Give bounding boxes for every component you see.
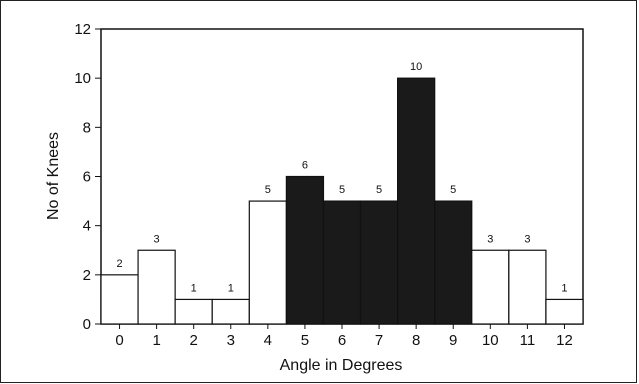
bar-10 [471,249,510,325]
x-tick-label-12: 12 [556,332,573,349]
data-label-4: 5 [265,184,271,196]
y-tick-label-10: 10 [74,70,91,87]
y-tick-label-12: 12 [74,21,91,38]
bar-4 [248,200,287,325]
data-label-11: 3 [524,233,530,245]
data-label-6: 5 [339,184,345,196]
bar-5 [285,175,325,325]
bar-7 [359,200,399,325]
x-tick-label-7: 7 [375,332,383,349]
x-tick-label-1: 1 [152,332,160,349]
x-tick-label-0: 0 [115,332,123,349]
bar-0 [100,274,139,325]
bar-1 [137,249,176,325]
data-label-3: 1 [228,282,234,294]
x-axis-ticks: 0 1 2 3 4 5 6 7 8 9 10 11 12 [115,324,573,349]
x-tick-label-2: 2 [190,332,198,349]
x-tick-label-11: 11 [520,332,536,349]
data-label-8: 10 [410,61,422,73]
data-label-10: 3 [487,233,493,245]
y-tick-label-0: 0 [83,316,91,333]
data-label-7: 5 [376,184,382,196]
bar-8 [397,77,436,325]
data-label-12: 1 [561,282,567,294]
y-tick-label-2: 2 [83,267,91,284]
data-label-9: 5 [450,184,456,196]
bar-11 [508,249,547,325]
x-tick-label-10: 10 [482,332,499,349]
x-tick-label-4: 4 [264,332,272,349]
bars-group [100,77,584,325]
y-tick-label-4: 4 [83,218,91,235]
data-labels-group: 2 3 1 1 5 6 5 5 10 5 3 3 1 [116,61,567,294]
bar-2 [174,298,213,325]
bar-3 [211,298,250,325]
y-tick-label-8: 8 [83,119,91,136]
data-label-2: 1 [191,282,197,294]
y-axis-ticks: 0 2 4 6 8 10 12 [74,21,101,333]
bar-12 [545,298,584,325]
data-label-0: 2 [116,258,122,270]
x-tick-label-8: 8 [412,332,420,349]
x-tick-label-3: 3 [227,332,235,349]
y-axis-label: No of Knees [45,132,62,220]
bar-9 [434,200,473,325]
x-axis-label: Angle in Degrees [280,357,403,374]
x-tick-label-9: 9 [449,332,457,349]
x-tick-label-6: 6 [338,332,346,349]
y-tick-label-6: 6 [83,169,91,186]
data-label-5: 6 [302,160,308,172]
bar-6 [322,200,362,325]
x-tick-label-5: 5 [301,332,309,349]
data-label-1: 3 [154,233,160,245]
